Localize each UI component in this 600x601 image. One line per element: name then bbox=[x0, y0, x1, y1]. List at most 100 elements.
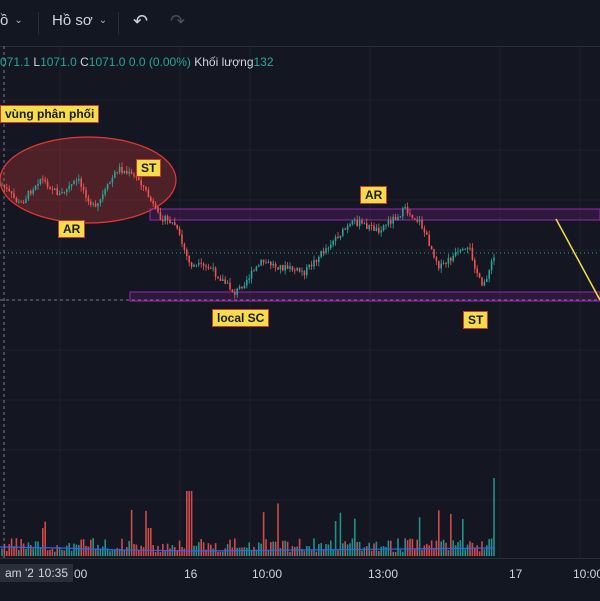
candle-body bbox=[289, 266, 291, 269]
volume-bar bbox=[248, 542, 250, 556]
candle-body bbox=[73, 181, 75, 185]
candle-body bbox=[1, 184, 3, 186]
volume-bar bbox=[82, 539, 85, 556]
volume-bar bbox=[450, 513, 452, 556]
redo-icon[interactable]: ↷ bbox=[170, 11, 186, 31]
volume-bar bbox=[183, 548, 186, 556]
candle-body bbox=[46, 181, 49, 188]
volume-bar bbox=[217, 551, 219, 556]
time-axis[interactable]: am '23 10:35 00 16 10:00 13:00 17 10:00 bbox=[0, 558, 600, 601]
volume-bar bbox=[301, 548, 303, 556]
candle-body bbox=[315, 260, 318, 263]
candle-body bbox=[183, 243, 186, 250]
volume-bar bbox=[44, 521, 46, 556]
candle-body bbox=[15, 197, 18, 203]
volume-bar bbox=[282, 540, 284, 556]
candle-body bbox=[375, 227, 378, 231]
undo-icon[interactable]: ↶ bbox=[133, 11, 149, 31]
layout-menu[interactable]: ồ ⌄ bbox=[0, 12, 23, 29]
candle-body bbox=[39, 178, 42, 184]
candle-body bbox=[193, 264, 195, 267]
candle-body bbox=[188, 255, 190, 263]
candle-body bbox=[80, 178, 82, 187]
volume-bar bbox=[315, 551, 318, 556]
volume-bar bbox=[243, 547, 246, 556]
volume-bar bbox=[200, 538, 202, 556]
candle-body bbox=[402, 208, 404, 217]
candle-body bbox=[318, 256, 320, 263]
candle-body bbox=[308, 264, 310, 268]
candle-body bbox=[68, 186, 70, 189]
ar-label: AR bbox=[58, 220, 86, 238]
candle-body bbox=[380, 230, 382, 233]
candle-body bbox=[61, 191, 63, 194]
volume-bar bbox=[121, 538, 123, 556]
candle-body bbox=[13, 193, 15, 198]
candle-body bbox=[351, 220, 354, 225]
local-sc-label: local SC bbox=[212, 309, 270, 327]
candle-body bbox=[457, 251, 459, 253]
candle-body bbox=[32, 189, 34, 194]
volume-label: Khối lượng bbox=[194, 55, 254, 69]
distribution-zone-label: vùng phân phối bbox=[0, 105, 100, 123]
candle-body bbox=[397, 217, 399, 220]
candle-body bbox=[423, 228, 426, 233]
volume-bar bbox=[238, 547, 241, 556]
low-value: 1071.0 bbox=[40, 55, 77, 69]
volume-bar bbox=[46, 550, 49, 556]
volume-bar bbox=[118, 548, 121, 556]
candle-body bbox=[6, 187, 8, 189]
candle-body bbox=[181, 234, 183, 244]
volume-bar bbox=[394, 551, 397, 556]
volume-bar bbox=[265, 539, 267, 556]
candle-body bbox=[322, 251, 325, 253]
volume-bar bbox=[114, 550, 116, 556]
price-chart[interactable] bbox=[0, 46, 600, 558]
candle-body bbox=[56, 188, 58, 195]
volume-bar bbox=[286, 541, 289, 556]
volume-bar bbox=[176, 550, 178, 556]
volume-bar bbox=[490, 538, 493, 556]
volume-bar bbox=[397, 538, 399, 556]
volume-bar bbox=[399, 549, 402, 556]
candle-body bbox=[109, 182, 111, 185]
candle-body bbox=[231, 289, 234, 292]
volume-bar bbox=[457, 542, 459, 556]
candle-body bbox=[202, 263, 205, 266]
volume-bar bbox=[109, 551, 111, 556]
candle-body bbox=[111, 177, 114, 183]
volume-bar bbox=[97, 544, 99, 556]
candle-body bbox=[344, 228, 346, 230]
candle-body bbox=[51, 189, 54, 191]
candle-body bbox=[445, 263, 447, 264]
volume-bar bbox=[212, 548, 214, 556]
volume-bar bbox=[255, 549, 258, 556]
candle-body bbox=[138, 177, 140, 181]
volume-bar bbox=[186, 491, 188, 556]
volume-bar bbox=[22, 543, 25, 556]
volume-bar bbox=[202, 542, 205, 556]
volume-bar bbox=[39, 546, 42, 556]
volume-bar bbox=[385, 547, 387, 556]
volume-bar bbox=[284, 540, 286, 556]
candle-body bbox=[99, 199, 102, 204]
volume-bar bbox=[423, 545, 426, 556]
candle-body bbox=[128, 171, 130, 174]
volume-bar bbox=[80, 539, 82, 556]
candle-body bbox=[294, 270, 296, 272]
close-value: 1071.0 bbox=[88, 55, 126, 69]
profile-menu[interactable]: Hồ sơ ⌄ bbox=[52, 12, 107, 29]
volume-bar bbox=[308, 546, 310, 556]
volume-bar bbox=[32, 548, 34, 556]
volume-bar bbox=[30, 545, 32, 556]
candle-body bbox=[250, 270, 253, 279]
candle-body bbox=[219, 278, 222, 281]
volume-bar bbox=[378, 551, 380, 556]
time-tick: 00 bbox=[74, 567, 88, 581]
candle-body bbox=[399, 216, 402, 218]
volume-bar bbox=[404, 538, 406, 556]
candle-body bbox=[157, 206, 159, 213]
volume-bar bbox=[205, 549, 207, 556]
candle-body bbox=[37, 183, 39, 186]
volume-bar bbox=[303, 551, 306, 556]
